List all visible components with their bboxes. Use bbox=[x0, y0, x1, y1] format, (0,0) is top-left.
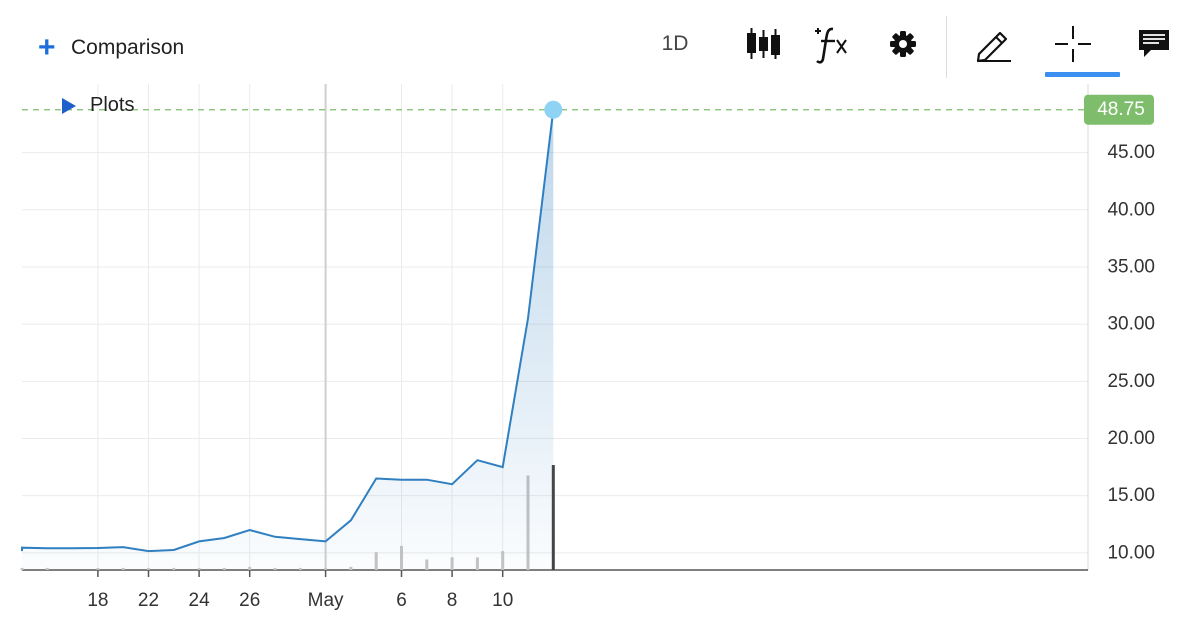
expand-triangle-icon bbox=[62, 97, 76, 114]
x-tick-label: 6 bbox=[396, 590, 407, 611]
last-price-label: 48.75 bbox=[1097, 99, 1145, 120]
y-tick-label: 25.00 bbox=[1107, 371, 1155, 392]
toolbar-divider bbox=[946, 16, 947, 78]
comparison-button[interactable]: + Comparison bbox=[38, 31, 185, 64]
y-tick-label: 45.00 bbox=[1107, 142, 1155, 163]
chart-toolbar: + Comparison 1D bbox=[0, 0, 1200, 84]
x-tick-label: May bbox=[308, 590, 344, 611]
x-tick-label: 18 bbox=[87, 590, 108, 611]
x-tick-label: 26 bbox=[239, 590, 260, 611]
settings-gear-icon bbox=[890, 31, 916, 57]
y-axis: 10.00 15.00 20.00 25.00 30.00 35.00 40.00 45.00 bbox=[1107, 142, 1155, 563]
comparison-label: Comparison bbox=[71, 36, 185, 59]
settings-button[interactable] bbox=[882, 22, 924, 66]
crosshair-button[interactable] bbox=[1050, 22, 1096, 66]
active-tool-indicator bbox=[1045, 72, 1120, 77]
y-tick-label: 40.00 bbox=[1107, 199, 1155, 220]
y-tick-label: 35.00 bbox=[1107, 256, 1155, 277]
draw-pencil-icon bbox=[976, 31, 1011, 63]
period-selector[interactable]: 1D bbox=[661, 32, 689, 55]
indicators-button[interactable] bbox=[810, 22, 854, 66]
comments-icon bbox=[1139, 30, 1169, 57]
candlestick-chart-icon bbox=[747, 28, 780, 59]
last-price-tag: 48.75 bbox=[1084, 94, 1154, 125]
indicators-fx-icon bbox=[815, 27, 847, 64]
plots-toggle[interactable]: Plots bbox=[62, 94, 134, 117]
crosshair-icon bbox=[1055, 26, 1091, 62]
x-tick-label: 10 bbox=[492, 590, 513, 611]
y-tick-label: 15.00 bbox=[1107, 485, 1155, 506]
x-tick-label: 24 bbox=[189, 590, 211, 611]
price-area bbox=[22, 109, 554, 570]
y-tick-label: 20.00 bbox=[1107, 428, 1155, 449]
y-tick-label: 10.00 bbox=[1107, 542, 1155, 563]
x-tick-label: 8 bbox=[447, 590, 458, 611]
last-price-marker bbox=[544, 100, 563, 119]
comments-button[interactable] bbox=[1134, 22, 1174, 66]
plots-label: Plots bbox=[90, 94, 135, 116]
chart-type-button[interactable] bbox=[742, 22, 784, 66]
y-tick-label: 30.00 bbox=[1107, 314, 1155, 335]
x-axis: 18 22 24 26 May 6 8 10 bbox=[87, 570, 513, 611]
chart-grid bbox=[22, 84, 1089, 571]
draw-button[interactable] bbox=[970, 22, 1016, 66]
x-tick-label: 22 bbox=[138, 590, 159, 611]
price-line bbox=[21, 109, 555, 553]
plus-icon: + bbox=[38, 31, 56, 64]
